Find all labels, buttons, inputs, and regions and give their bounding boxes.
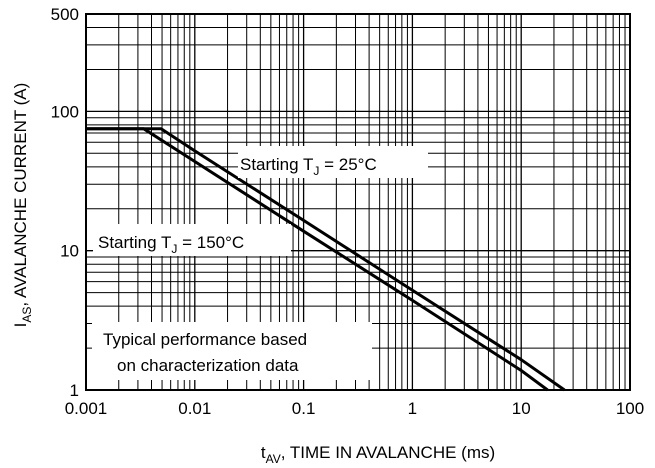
annotation-tj-150-sub: J <box>171 242 177 256</box>
y-tick-label: 1 <box>70 381 79 400</box>
series-line-2 <box>86 127 549 392</box>
annotation-tj-150-suffix: = 150°C <box>177 233 244 252</box>
annotation-note-line-2: on characterization data <box>117 356 299 375</box>
x-axis-label: tAV, TIME IN AVALANCHE (ms) <box>261 443 495 466</box>
annotation-tj-150: Starting TJ = 150°C <box>93 224 291 256</box>
y-axis-label-main: I <box>11 323 30 328</box>
series-line-1 <box>86 127 566 392</box>
y-tick-label: 100 <box>51 102 79 121</box>
annotation-tj-150-prefix: Starting T <box>98 233 171 252</box>
x-tick-label: 100 <box>616 399 644 418</box>
x-axis-label-sub: AV <box>266 452 281 466</box>
x-tick-label: 0.001 <box>65 399 108 418</box>
annotation-tj-25-sub: J <box>313 164 319 178</box>
x-tick-label: 1 <box>408 399 417 418</box>
annotation-tj-25-prefix: Starting T <box>240 155 313 174</box>
y-axis-label: IAS, AVALANCHE CURRENT (A) <box>11 83 34 328</box>
y-axis-label-sub: AS <box>20 307 34 323</box>
svg-text:Starting TJ = 150°C: Starting TJ = 150°C <box>98 233 244 256</box>
x-axis-label-main: t <box>261 443 266 462</box>
annotation-tj-25-suffix: = 25°C <box>319 155 376 174</box>
annotation-typical-performance: Typical performance based on characteriz… <box>92 322 372 380</box>
svg-text:Starting TJ = 25°C: Starting TJ = 25°C <box>240 155 377 178</box>
series-lines <box>86 127 566 392</box>
y-axis-label-rest: , AVALANCHE CURRENT (A) <box>11 83 30 307</box>
plot-frame <box>85 13 631 391</box>
annotation-tj-25: Starting TJ = 25°C <box>238 146 428 178</box>
y-tick-label: 500 <box>51 5 79 24</box>
x-axis-label-rest: , TIME IN AVALANCHE (ms) <box>281 443 495 462</box>
x-tick-label: 0.01 <box>178 399 211 418</box>
tick-labels: 0.001 0.01 0.1 1 10 100 1 10 100 500 <box>51 5 645 418</box>
x-tick-label: 10 <box>512 399 531 418</box>
annotation-note-line-1: Typical performance based <box>103 330 307 349</box>
y-tick-label: 10 <box>60 242 79 261</box>
x-tick-label: 0.1 <box>292 399 316 418</box>
